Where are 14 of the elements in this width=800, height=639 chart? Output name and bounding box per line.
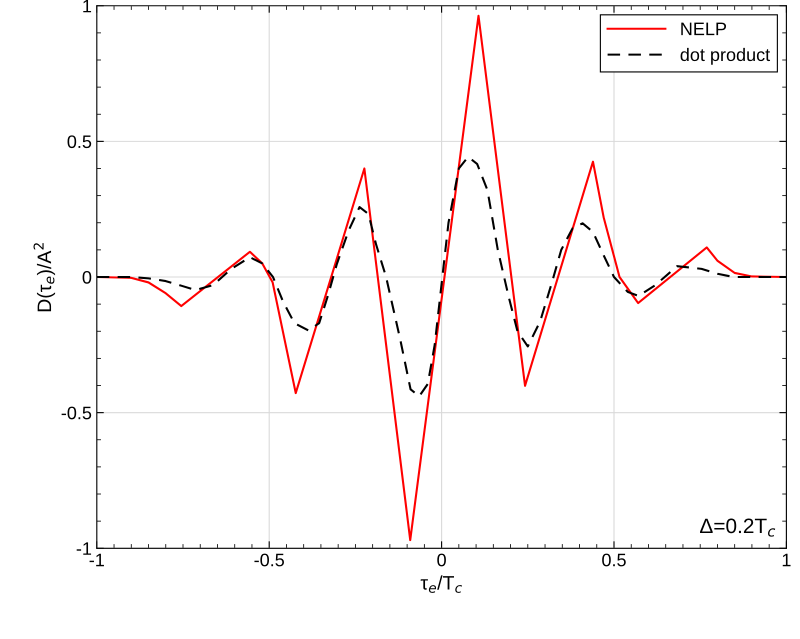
annotation: Δ=0.2T$_{c}$ (700, 518, 776, 537)
x-tick-label: 0 (437, 554, 446, 566)
x-axis-title: τ$_{e}$/T$_{c}$ (420, 575, 462, 593)
legend-label: NELP (681, 22, 726, 36)
y-tick-label: -1 (76, 542, 92, 555)
y-tick-label: 0.5 (68, 135, 92, 148)
y-axis-title: D(τ$_{e}$)/A$^{2}$ (33, 243, 56, 312)
y-tick-label: -0.5 (62, 406, 92, 420)
y-tick-label: 1 (83, 0, 92, 12)
y-tick-label: 0 (82, 270, 92, 284)
legend-label: dot product (680, 48, 770, 65)
x-tick-label: 0.5 (602, 554, 626, 566)
x-tick-label: -0.5 (254, 554, 284, 566)
x-tick-label: 1 (782, 554, 791, 566)
